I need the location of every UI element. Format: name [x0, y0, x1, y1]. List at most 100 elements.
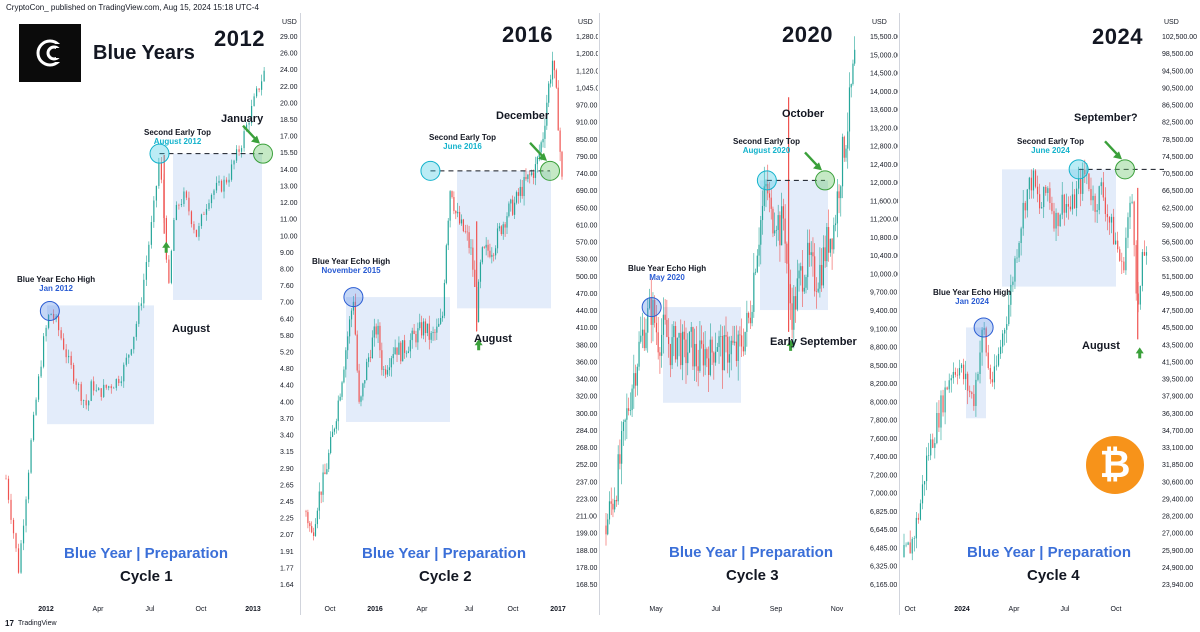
- x-tick-label: Oct: [1111, 606, 1122, 613]
- second-top-label: Second Early Top: [1017, 137, 1084, 146]
- x-tick-label: Sep: [770, 606, 783, 613]
- candle-body: [366, 361, 368, 381]
- y-tick-label: 268.00: [576, 445, 598, 452]
- candle-body: [125, 357, 127, 365]
- tradingview-logo-icon: 17: [5, 619, 14, 628]
- candle-body: [1010, 284, 1012, 305]
- candle-body: [504, 224, 506, 228]
- candle-body: [148, 244, 150, 263]
- candle-body: [326, 469, 328, 475]
- candle-body: [1100, 182, 1102, 187]
- candle-body: [367, 357, 370, 362]
- candle-body: [727, 336, 729, 363]
- candle-body: [1032, 170, 1035, 191]
- candle-body: [496, 228, 499, 249]
- y-tick-label: 29,400.00: [1162, 496, 1193, 503]
- y-axis-unit: USD: [872, 19, 887, 26]
- y-tick-label: 7.00: [280, 300, 294, 307]
- candle-body: [1028, 177, 1030, 190]
- y-tick-label: 410.00: [576, 325, 598, 332]
- candle-body: [1135, 245, 1137, 294]
- candle-body: [828, 227, 830, 253]
- candle-body: [1129, 202, 1131, 218]
- candle-body: [538, 152, 540, 158]
- y-tick-label: 650.00: [576, 205, 598, 212]
- candle-body: [178, 204, 180, 206]
- candle-body: [833, 225, 835, 250]
- target-arrow-icon: [813, 162, 822, 171]
- y-tick-label: 168.50: [576, 582, 598, 589]
- candle-body: [1145, 252, 1148, 256]
- candle-body: [973, 393, 975, 407]
- candle-body: [615, 500, 618, 502]
- second-top-date: August 2020: [742, 146, 791, 155]
- candle-body: [534, 164, 537, 178]
- preparation-label-4: Blue Year | Preparation: [967, 544, 1131, 561]
- candle-body: [621, 430, 623, 464]
- candle-body: [561, 151, 563, 177]
- candle-body: [1022, 202, 1024, 229]
- candle-body: [638, 341, 640, 367]
- candle-body: [979, 352, 981, 374]
- y-tick-label: 470.00: [576, 291, 598, 298]
- candle-body: [831, 238, 833, 250]
- candle-body: [491, 254, 493, 257]
- candle-body: [942, 395, 944, 413]
- candle-body: [801, 266, 804, 292]
- y-tick-label: 5.20: [280, 350, 294, 357]
- candle-body: [462, 219, 464, 232]
- echo-label: Blue Year Echo High: [312, 257, 391, 266]
- y-tick-label: 62,500.00: [1162, 205, 1193, 212]
- y-tick-label: 47,500.00: [1162, 308, 1193, 315]
- candle-body: [695, 343, 698, 367]
- footer-brand: TradingView: [18, 620, 57, 627]
- candle-body: [701, 340, 703, 345]
- footer: 17 TradingView: [0, 616, 1200, 632]
- candle-body: [1084, 169, 1086, 175]
- candle-body: [907, 542, 909, 545]
- candle-body: [824, 247, 826, 262]
- y-tick-label: 18.50: [280, 117, 298, 124]
- y-tick-label: 284.00: [576, 428, 598, 435]
- candle-body: [502, 224, 504, 235]
- y-tick-label: 70,500.00: [1162, 171, 1193, 178]
- dip-label-4: August: [1082, 340, 1120, 352]
- candle-body: [345, 350, 347, 370]
- y-tick-label: 3.70: [280, 416, 294, 423]
- candle-body: [517, 192, 519, 196]
- y-tick-label: 4.40: [280, 383, 294, 390]
- candle-body: [634, 373, 637, 386]
- candle-body: [1115, 240, 1117, 245]
- echo-date: Jan 2012: [39, 284, 73, 293]
- candle-body: [145, 262, 147, 280]
- candle-body: [834, 223, 837, 226]
- candle-body: [339, 396, 341, 401]
- candle-body: [250, 105, 253, 123]
- target-label-4: September?: [1074, 112, 1138, 124]
- y-tick-label: 211.00: [576, 514, 597, 521]
- candle-body: [841, 136, 844, 187]
- candle-body: [60, 330, 62, 339]
- candle-body: [394, 347, 396, 355]
- candle-body: [1014, 258, 1016, 282]
- candle-body: [70, 355, 72, 366]
- candle-body: [714, 351, 717, 363]
- chart-svg-2012: USD 29.00 26.00 24.00 22.00 20.00 18.50 17.00 15…: [5, 19, 298, 613]
- y-tick-label: 2.25: [280, 516, 294, 523]
- candle-body: [1094, 195, 1096, 212]
- y-tick-label: 8,500.00: [870, 363, 897, 370]
- y-tick-label: 360.00: [576, 359, 598, 366]
- candle-body: [422, 321, 425, 336]
- candle-body: [457, 211, 459, 214]
- cc-logo-icon: [36, 39, 65, 67]
- candle-body: [341, 382, 343, 397]
- candle-body: [791, 303, 793, 330]
- candle-body: [519, 186, 521, 196]
- candle-body: [443, 282, 446, 316]
- candle-body: [1110, 216, 1113, 223]
- chart-svg-2024: USD 102,500.00 98,500.00 94,500.00 90,500.00…: [903, 19, 1197, 613]
- candle-body: [628, 408, 630, 411]
- candle-body: [402, 340, 404, 362]
- candle-body: [814, 256, 816, 292]
- candle-body: [183, 191, 185, 205]
